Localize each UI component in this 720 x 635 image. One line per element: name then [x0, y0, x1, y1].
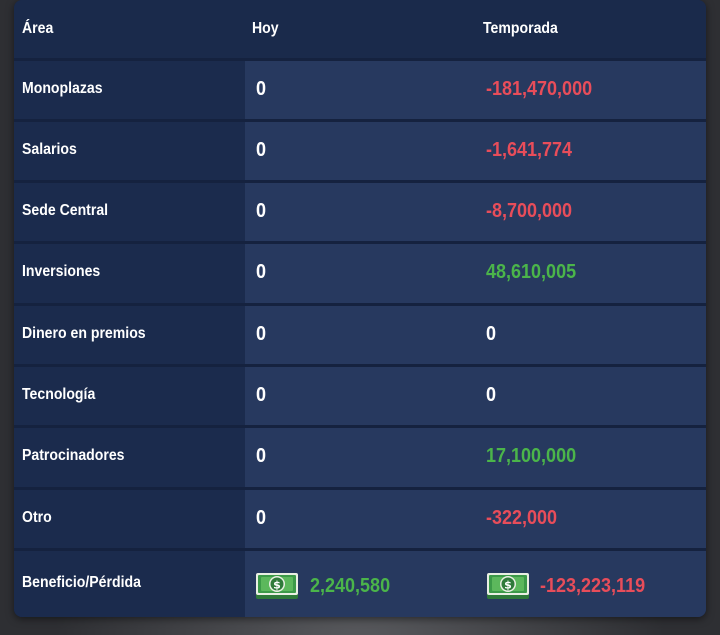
row-season-value: 0	[486, 384, 497, 406]
money-icon: $	[487, 573, 529, 599]
table-row: Otro 0 -322,000	[14, 487, 706, 549]
row-season-value: -322,000	[486, 507, 558, 529]
row-label: Patrocinadores	[22, 447, 125, 464]
row-season-value: -181,470,000	[486, 78, 593, 100]
total-today-value: 2,240,580	[310, 575, 391, 597]
total-label: Beneficio/Pérdida	[22, 574, 141, 591]
total-season-value: -123,223,119	[540, 575, 646, 597]
total-row: Beneficio/Pérdida $ 2,240,580 $ -123,223…	[14, 548, 706, 617]
row-season-value: 17,100,000	[486, 445, 577, 467]
row-today-value: 0	[256, 139, 267, 161]
svg-text:$: $	[504, 579, 512, 592]
row-today-value: 0	[256, 384, 267, 406]
row-season-value: 48,610,005	[486, 261, 577, 283]
table-row: Salarios 0 -1,641,774	[14, 119, 706, 181]
table-row: Tecnología 0 0	[14, 364, 706, 426]
table-row: Inversiones 0 48,610,005	[14, 241, 706, 303]
header-today: Hoy	[252, 20, 279, 37]
row-today-value: 0	[256, 445, 267, 467]
money-icon: $	[256, 573, 298, 599]
row-label: Sede Central	[22, 202, 109, 219]
row-label: Monoplazas	[22, 80, 103, 97]
row-today-value: 0	[256, 200, 267, 222]
row-today-value: 0	[256, 323, 267, 345]
row-label: Salarios	[22, 141, 77, 158]
header-season: Temporada	[483, 20, 558, 37]
svg-text:$: $	[273, 579, 281, 592]
row-label: Otro	[22, 509, 52, 526]
table-row: Monoplazas 0 -181,470,000	[14, 58, 706, 120]
row-season-value: -8,700,000	[486, 200, 573, 222]
row-season-value: 0	[486, 323, 497, 345]
table-row: Dinero en premios 0 0	[14, 303, 706, 365]
row-season-value: -1,641,774	[486, 139, 573, 161]
row-label: Dinero en premios	[22, 325, 146, 342]
row-today-value: 0	[256, 261, 267, 283]
table-row: Patrocinadores 0 17,100,000	[14, 425, 706, 487]
table-header: Área Hoy Temporada	[14, 0, 706, 58]
table-row: Sede Central 0 -8,700,000	[14, 180, 706, 242]
row-today-value: 0	[256, 507, 267, 529]
row-label: Tecnología	[22, 386, 96, 403]
row-label: Inversiones	[22, 263, 101, 280]
row-today-value: 0	[256, 78, 267, 100]
finance-table: Área Hoy Temporada Monoplazas 0 -181,470…	[14, 0, 706, 617]
header-area: Área	[22, 20, 54, 37]
